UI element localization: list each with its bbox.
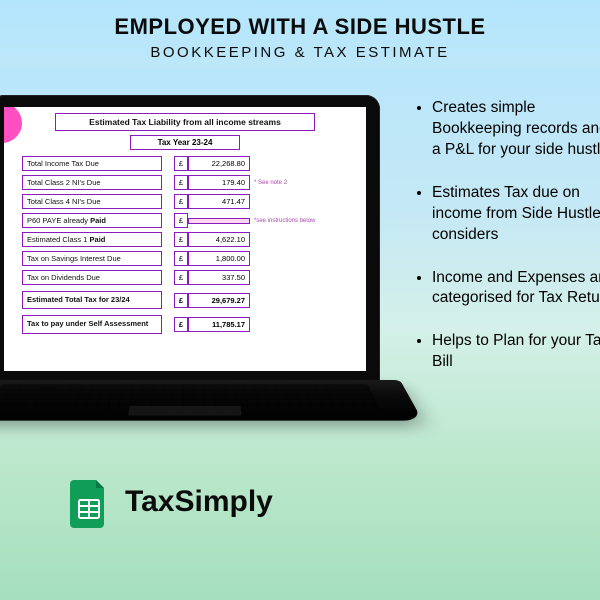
tax-row: Total Class 4 NI's Due £471.47 bbox=[22, 194, 354, 209]
row-label: Total Class 4 NI's Due bbox=[22, 194, 162, 209]
currency-cell: £ bbox=[174, 175, 188, 190]
feature-bullet: Estimates Tax due on income from Side Hu… bbox=[432, 183, 600, 246]
tax-row: P60 PAYE already Paid £ *see instructions … bbox=[22, 213, 354, 228]
row-label: P60 PAYE already Paid bbox=[22, 213, 162, 228]
total-row: Estimated Total Tax for 23/24 £29,679.27 bbox=[22, 291, 354, 309]
page-title: EMPLOYED WITH A SIDE HUSTLE bbox=[0, 14, 600, 40]
currency-cell: £ bbox=[174, 317, 188, 332]
currency-cell: £ bbox=[174, 232, 188, 247]
value-cell: 471.47 bbox=[188, 194, 250, 209]
self-assessment-row: Tax to pay under Self Assessment £11,785.… bbox=[22, 315, 354, 333]
laptop-mockup: Estimated Tax Liability from all income … bbox=[0, 95, 400, 455]
value-cell: 179.40 bbox=[188, 175, 250, 190]
feature-bullets: Creates simple Bookkeeping records and a… bbox=[410, 98, 600, 395]
self-label: Tax to pay under Self Assessment bbox=[22, 315, 162, 333]
value-cell: 1,800.00 bbox=[188, 251, 250, 266]
google-sheets-icon bbox=[70, 480, 108, 528]
row-label: Estimated Class 1 Paid bbox=[22, 232, 162, 247]
pink-badge-icon bbox=[4, 107, 22, 143]
tax-rows: Total Income Tax Due £22,268.80 Total Clas… bbox=[4, 156, 366, 334]
feature-bullet: Helps to Plan for your Tax Bill bbox=[432, 331, 600, 373]
value-cell: 22,268.80 bbox=[188, 156, 250, 171]
sheet-heading: Estimated Tax Liability from all income … bbox=[55, 113, 315, 131]
currency-cell: £ bbox=[174, 251, 188, 266]
currency-cell: £ bbox=[174, 270, 188, 285]
page-header: EMPLOYED WITH A SIDE HUSTLE BOOKKEEPING … bbox=[0, 0, 600, 69]
row-label: Total Income Tax Due bbox=[22, 156, 162, 171]
tax-year-cell: Tax Year 23-24 bbox=[130, 135, 240, 150]
value-cell: 337.50 bbox=[188, 270, 250, 285]
self-value: 11,785.17 bbox=[188, 317, 250, 332]
value-cell: 4,622.10 bbox=[188, 232, 250, 247]
row-note: *see instructions below bbox=[254, 218, 315, 224]
currency-cell: £ bbox=[174, 194, 188, 209]
laptop-bezel: Estimated Tax Liability from all income … bbox=[0, 95, 380, 385]
feature-bullet: Income and Expenses are categorised for … bbox=[432, 268, 600, 310]
laptop-keyboard bbox=[0, 380, 423, 421]
currency-cell: £ bbox=[174, 156, 188, 171]
total-value: 29,679.27 bbox=[188, 293, 250, 308]
row-note: * See note 2 bbox=[254, 180, 287, 186]
tax-row: Estimated Class 1 Paid £4,622.10 bbox=[22, 232, 354, 247]
tax-row: Total Class 2 NI's Due £179.40 * See note … bbox=[22, 175, 354, 190]
total-label: Estimated Total Tax for 23/24 bbox=[22, 291, 162, 309]
spreadsheet-screen: Estimated Tax Liability from all income … bbox=[4, 107, 366, 371]
row-label: Tax on Savings Interest Due bbox=[22, 251, 162, 266]
tax-row: Total Income Tax Due £22,268.80 bbox=[22, 156, 354, 171]
laptop-base bbox=[0, 380, 400, 450]
brand-name: TaxSimply bbox=[125, 485, 273, 519]
currency-cell: £ bbox=[174, 213, 188, 228]
row-label: Tax on Dividends Due bbox=[22, 270, 162, 285]
value-cell bbox=[188, 218, 250, 224]
tax-row: Tax on Dividends Due £337.50 bbox=[22, 270, 354, 285]
currency-cell: £ bbox=[174, 293, 188, 308]
row-label: Total Class 2 NI's Due bbox=[22, 175, 162, 190]
feature-bullet: Creates simple Bookkeeping records and a… bbox=[432, 98, 600, 161]
page-subtitle: BOOKKEEPING & TAX ESTIMATE bbox=[0, 44, 600, 61]
tax-row: Tax on Savings Interest Due £1,800.00 bbox=[22, 251, 354, 266]
